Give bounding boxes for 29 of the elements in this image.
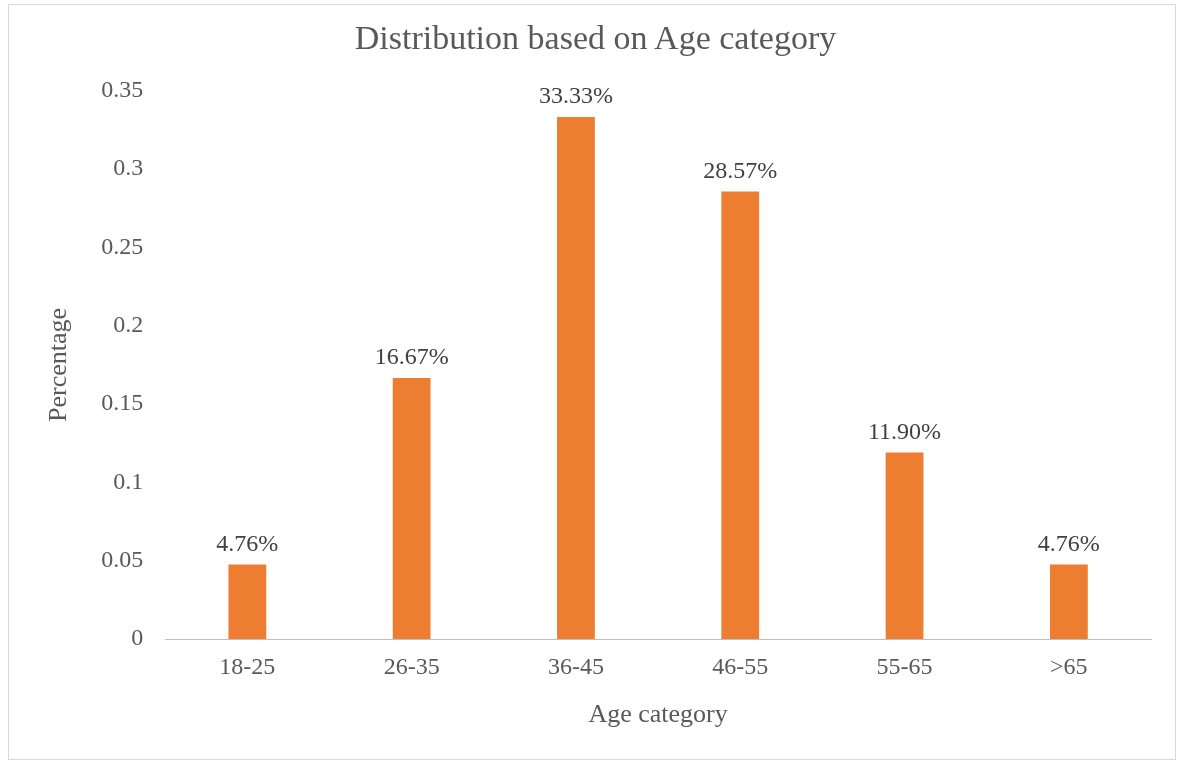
y-tick-label: 0.25 — [101, 232, 144, 259]
y-axis-title: Percentage — [43, 307, 73, 422]
y-tick-label: 0.3 — [113, 154, 144, 181]
x-tick-label: 55-65 — [876, 652, 933, 679]
chart-title: Distribution based on Age category — [354, 19, 837, 57]
x-tick-label: >65 — [1050, 652, 1088, 679]
data-label: 28.57% — [703, 156, 778, 183]
y-tick-label: 0.35 — [101, 76, 144, 103]
data-label: 4.76% — [216, 529, 279, 556]
y-tick-label: 0.2 — [113, 311, 144, 338]
y-tick-label: 0.15 — [101, 389, 144, 416]
x-tick-label: 26-35 — [383, 652, 440, 679]
x-tick-label: 18-25 — [219, 652, 276, 679]
x-axis-title: Age category — [588, 699, 728, 729]
bar — [557, 116, 595, 639]
y-tick-label: 0.05 — [101, 545, 144, 572]
data-label: 4.76% — [1037, 529, 1100, 556]
y-tick-label: 0 — [131, 624, 144, 651]
data-label: 16.67% — [374, 343, 449, 370]
y-tick-label: 0.1 — [113, 467, 144, 494]
bar — [721, 191, 760, 639]
data-label: 33.33% — [538, 82, 613, 109]
bar — [885, 452, 924, 639]
bar — [1049, 564, 1088, 639]
data-label: 11.90% — [868, 417, 942, 444]
bar — [228, 564, 267, 639]
x-tick-label: 36-45 — [547, 652, 604, 679]
x-tick-label: 46-55 — [712, 652, 769, 679]
bar — [392, 377, 431, 639]
